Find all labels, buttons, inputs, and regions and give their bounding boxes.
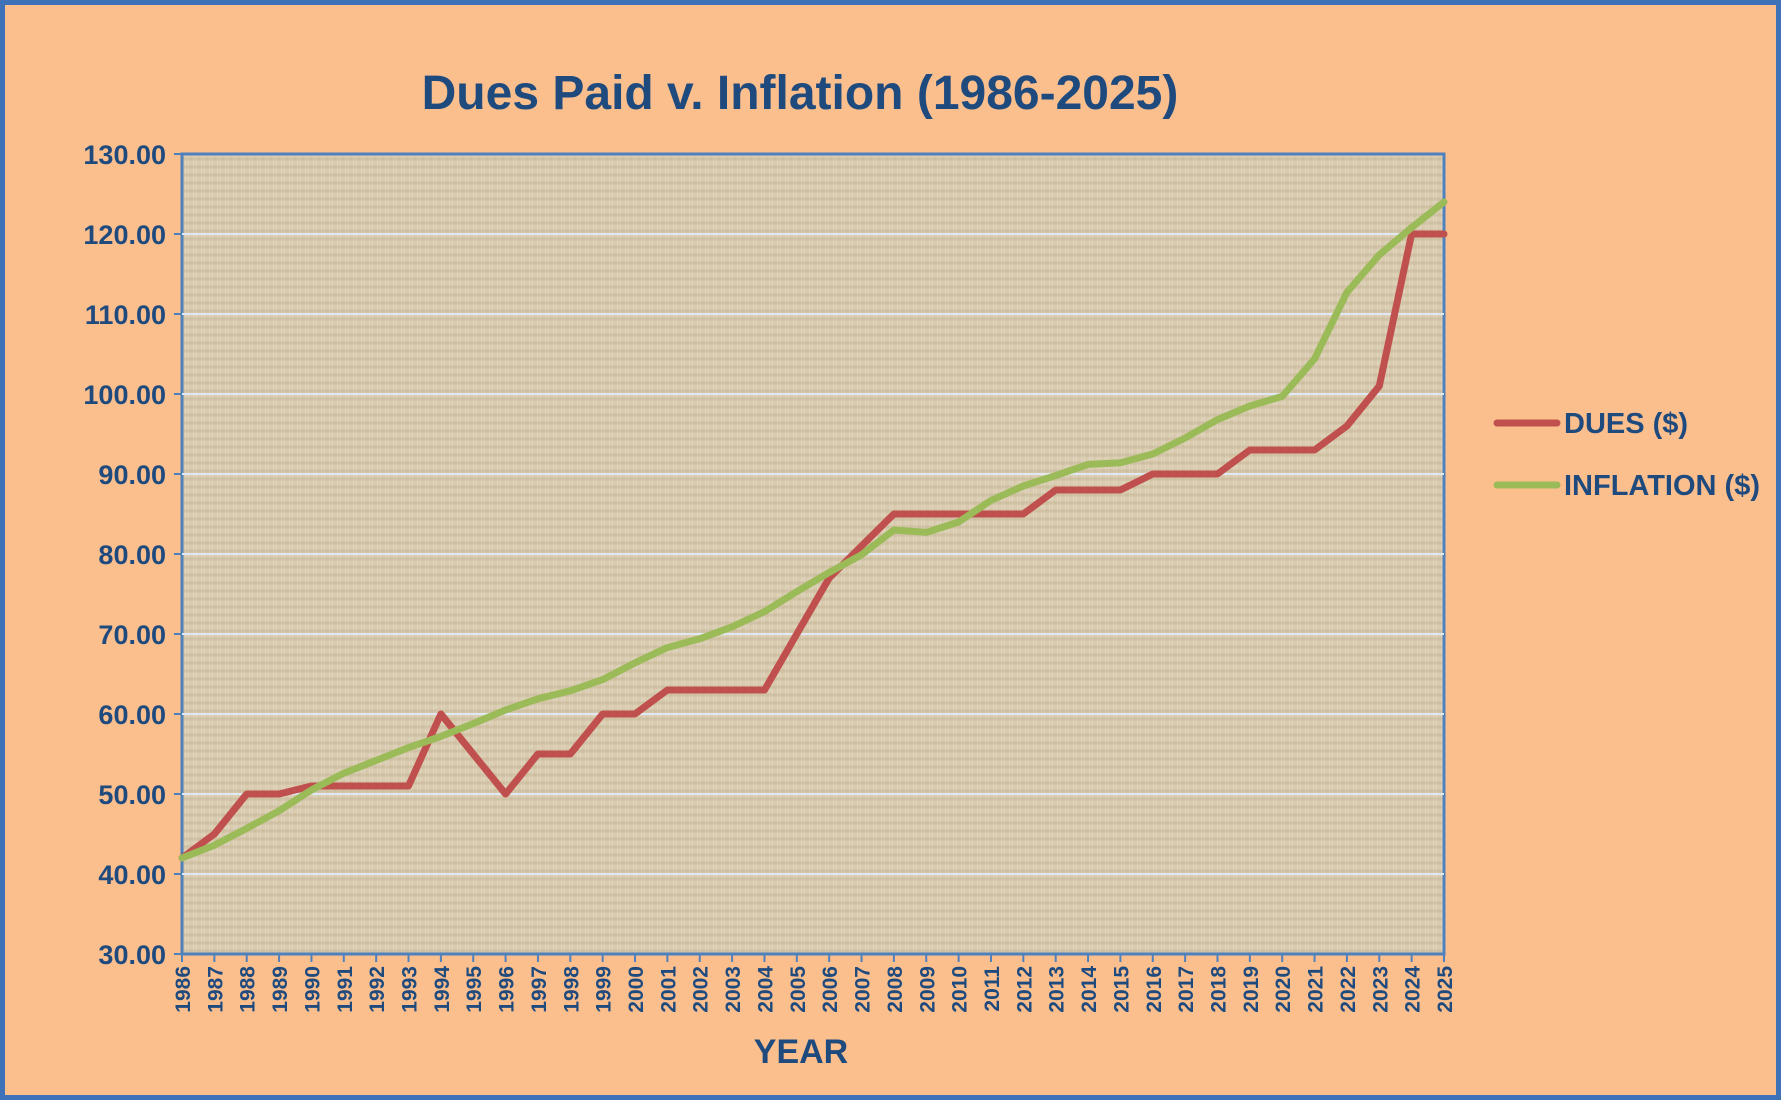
x-tick-label: 1996 <box>496 966 519 1013</box>
x-tick-label: 2008 <box>884 966 907 1013</box>
y-tick-label: 110.00 <box>85 300 166 330</box>
x-tick-label: 2021 <box>1305 966 1328 1013</box>
y-tick-label: 40.00 <box>98 860 166 890</box>
y-tick-label: 50.00 <box>98 780 166 810</box>
x-tick-label: 1994 <box>431 966 454 1013</box>
y-tick-label: 90.00 <box>98 460 166 490</box>
x-tick-label: 2004 <box>754 966 777 1013</box>
x-tick-label: 2010 <box>949 966 972 1013</box>
x-tick-label: 2019 <box>1240 966 1263 1013</box>
x-tick-label: 2016 <box>1143 966 1166 1013</box>
x-tick-label: 2014 <box>1078 966 1101 1013</box>
y-tick-label: 100.00 <box>83 380 166 410</box>
y-tick-label: 30.00 <box>98 940 166 970</box>
x-tick-label: 1993 <box>399 966 422 1013</box>
x-tick-label: 2017 <box>1175 966 1198 1013</box>
x-axis-ticks: 1986 1987 1988 1989 1990 1991 1992 1993 1994 1995… <box>172 954 1457 1013</box>
legend: DUES ($) INFLATION ($) <box>1497 408 1760 502</box>
y-tick-label: 60.00 <box>98 700 166 730</box>
y-tick-label: 120.00 <box>83 220 166 250</box>
chart-title: Dues Paid v. Inflation (1986-2025) <box>422 67 1179 120</box>
x-tick-label: 1987 <box>204 966 227 1013</box>
x-tick-label: 1991 <box>334 966 357 1013</box>
x-tick-label: 2011 <box>981 966 1004 1012</box>
y-tick-label: 70.00 <box>98 620 166 650</box>
x-tick-label: 2002 <box>690 966 713 1013</box>
x-tick-label: 2003 <box>722 966 745 1013</box>
y-tick-label: 130.00 <box>83 140 166 170</box>
x-tick-label: 1997 <box>528 966 551 1013</box>
y-axis-ticks: 30.00 40.00 50.00 60.00 70.00 80.00 90.00 100.0… <box>83 140 182 970</box>
legend-label: INFLATION ($) <box>1564 470 1760 502</box>
x-tick-label: 2024 <box>1402 966 1425 1013</box>
x-tick-label: 2013 <box>1046 966 1069 1013</box>
x-tick-label: 1995 <box>463 966 486 1013</box>
x-tick-label: 2006 <box>819 966 842 1013</box>
x-tick-label: 1990 <box>301 966 324 1013</box>
x-tick-label: 1998 <box>560 966 583 1013</box>
x-tick-label: 1986 <box>172 966 195 1013</box>
x-tick-label: 2001 <box>657 966 680 1013</box>
x-tick-label: 2005 <box>787 966 810 1013</box>
x-tick-label: 1992 <box>366 966 389 1013</box>
x-tick-label: 1989 <box>269 966 292 1013</box>
x-tick-label: 2007 <box>852 966 875 1013</box>
legend-label: DUES ($) <box>1564 408 1688 440</box>
x-tick-label: 2000 <box>625 966 648 1013</box>
x-tick-label: 2018 <box>1207 966 1230 1013</box>
x-tick-label: 2025 <box>1434 966 1457 1013</box>
x-tick-label: 2023 <box>1369 966 1392 1013</box>
x-tick-label: 1988 <box>237 966 260 1013</box>
x-tick-label: 2015 <box>1110 966 1133 1013</box>
x-tick-label: 2020 <box>1272 966 1295 1013</box>
line-chart: Dues Paid v. Inflation (1986-2025) 30.00… <box>5 5 1781 1105</box>
x-tick-label: 2009 <box>916 966 939 1013</box>
x-tick-label: 1999 <box>593 966 616 1013</box>
y-tick-label: 80.00 <box>98 540 166 570</box>
x-axis-label: YEAR <box>754 1033 848 1071</box>
x-tick-label: 2012 <box>1013 966 1036 1013</box>
x-tick-label: 2022 <box>1337 966 1360 1013</box>
